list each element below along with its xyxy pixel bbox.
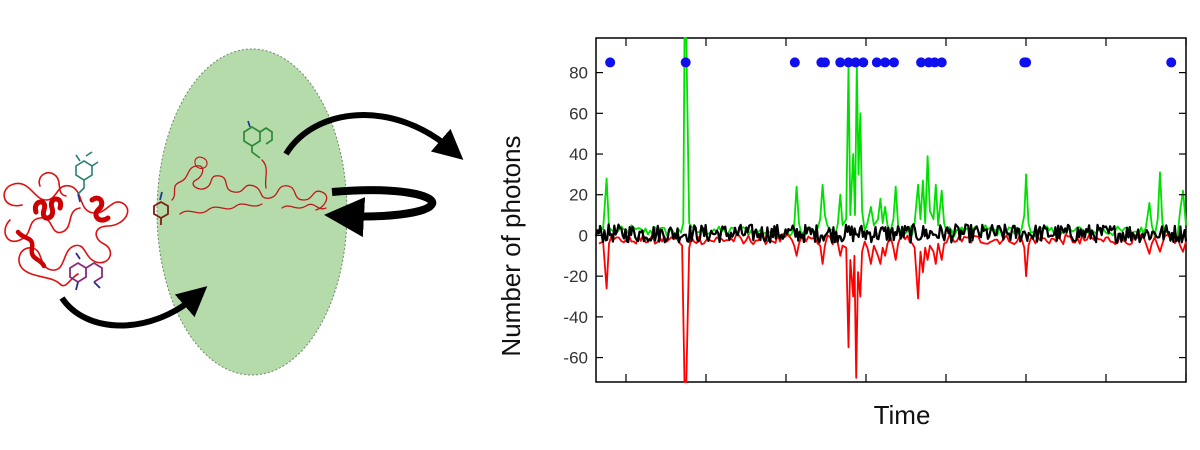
y-tick-label: 60 — [569, 104, 588, 123]
x-axis-label: Time — [874, 400, 931, 430]
burst-marker — [929, 57, 940, 68]
burst-marker — [916, 57, 927, 68]
burst-marker — [835, 57, 846, 68]
burst-markers — [605, 57, 1177, 68]
burst-marker — [936, 57, 947, 68]
photon-trace-chart: -60 -40 -20 0 20 40 60 80 Time Number of photon… — [496, 37, 1188, 430]
y-tick-label: -40 — [563, 308, 588, 327]
y-tick-label: 0 — [579, 226, 588, 245]
unfolded-protein — [171, 156, 328, 215]
y-axis-ticks: -60 -40 -20 0 20 40 60 80 — [563, 64, 1186, 368]
donor-dye-unfolded — [243, 120, 273, 159]
burst-marker — [605, 57, 616, 68]
folded-helix-2 — [89, 195, 111, 223]
y-tick-label: 40 — [569, 145, 588, 164]
plot-series — [594, 37, 1188, 383]
burst-marker — [1021, 57, 1032, 68]
diffusion-in-arrow — [59, 286, 208, 329]
burst-marker — [1166, 57, 1177, 68]
sum-trace — [594, 223, 1188, 244]
acceptor-dye-unfolded — [153, 191, 169, 225]
y-tick-label: 80 — [569, 64, 588, 83]
fret-diagram — [3, 48, 464, 376]
y-tick-label: -20 — [563, 267, 588, 286]
burst-marker — [880, 57, 891, 68]
y-tick-label: 20 — [569, 186, 588, 205]
diffusion-out-arrow — [283, 112, 464, 160]
y-tick-label: -60 — [563, 349, 588, 368]
burst-marker — [888, 57, 899, 68]
folded-helix-3 — [15, 229, 47, 269]
burst-marker — [871, 57, 882, 68]
y-axis-label: Number of photons — [496, 135, 526, 356]
burst-marker — [819, 57, 830, 68]
burst-marker — [843, 57, 854, 68]
acceptor-dye-folded — [69, 252, 103, 291]
acceptor-trace — [598, 233, 1187, 383]
donor-dye-folded — [75, 151, 99, 203]
burst-marker — [850, 57, 861, 68]
plot-frame — [595, 37, 1187, 383]
x-axis-ticks — [625, 38, 1187, 382]
burst-marker — [789, 57, 800, 68]
burst-marker — [858, 57, 869, 68]
dynamics-loop-arrow — [324, 186, 437, 238]
folded-helix-1 — [32, 196, 64, 221]
burst-marker — [680, 57, 691, 68]
folded-protein — [3, 171, 129, 287]
